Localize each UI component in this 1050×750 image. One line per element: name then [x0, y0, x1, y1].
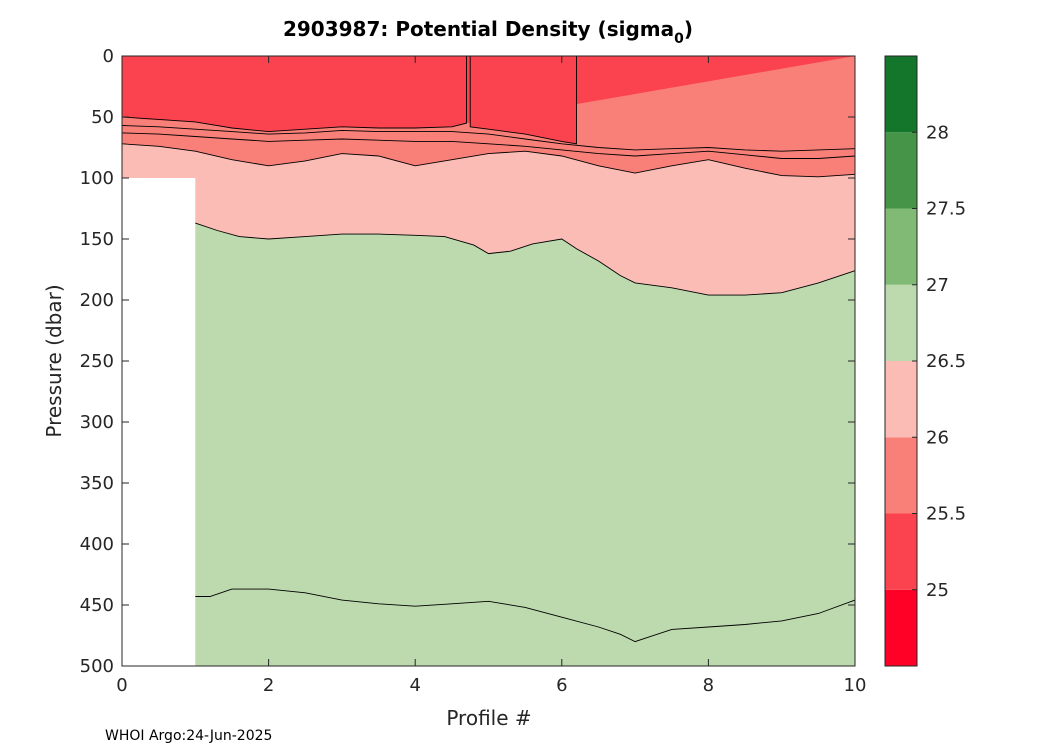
- y-tick-label-150: 150: [80, 229, 114, 250]
- contour-27-6: [195, 588, 856, 643]
- contour-26-3: [121, 132, 856, 159]
- y-tick-label-250: 250: [80, 351, 114, 372]
- contour-25.5-1: [469, 56, 577, 145]
- y-tick-label-100: 100: [80, 168, 114, 189]
- x-tick-label-8: 8: [703, 675, 714, 696]
- y-tick-label-300: 300: [80, 412, 114, 433]
- x-axis-label: Profile #: [446, 706, 531, 730]
- contour-27-5: [195, 222, 856, 296]
- x-tick-label-4: 4: [409, 675, 420, 696]
- y-tick-label-450: 450: [80, 595, 114, 616]
- colorbar-bin-25.5: [885, 437, 917, 514]
- colorbar-bin-25: [885, 513, 917, 590]
- x-tick-label-2: 2: [263, 675, 274, 696]
- density-layer-fills: [122, 56, 855, 666]
- contour-25.5-2: [121, 125, 856, 152]
- contour-25.5-0: [121, 56, 467, 133]
- no-data-region: [122, 178, 196, 666]
- colorbar-bin-27.5: [885, 132, 917, 209]
- colorbar-label-25.5: 25.5: [926, 504, 966, 525]
- footer-stamp: WHOI Argo:24-Jun-2025: [105, 728, 272, 744]
- colorbar: 25 25.5 26 26.5 27 27.5 28: [884, 55, 966, 667]
- chart-title: 2903987: Potential Density (sigma0): [283, 17, 693, 47]
- chart-title-subscript: 0: [674, 31, 684, 47]
- contour-26.5-4: [121, 143, 856, 178]
- y-tick-label-50: 50: [91, 107, 114, 128]
- chart-title-end: ): [684, 17, 693, 41]
- y-axis-label: Pressure (dbar): [42, 284, 66, 437]
- x-tick-label-6: 6: [556, 675, 567, 696]
- colorbar-bin-26.5: [885, 284, 917, 361]
- density-contour-lines: [121, 56, 856, 643]
- colorbar-bin-24.5: [885, 589, 917, 666]
- colorbar-label-26: 26: [926, 427, 949, 448]
- fill-band-25-25.5-patch-2: [470, 56, 577, 144]
- y-tick-label-0: 0: [103, 46, 114, 67]
- x-tick-label-0: 0: [116, 675, 127, 696]
- colorbar-label-27.5: 27.5: [926, 199, 966, 220]
- colorbar-label-28: 28: [926, 122, 949, 143]
- colorbar-bin-28: [885, 56, 917, 133]
- colorbar-label-27: 27: [926, 275, 949, 296]
- x-tick-label-10: 10: [844, 675, 867, 696]
- y-tick-label-500: 500: [80, 656, 114, 677]
- colorbar-bin-26: [885, 361, 917, 438]
- colorbar-label-25: 25: [926, 580, 949, 601]
- y-tick-label-400: 400: [80, 534, 114, 555]
- colorbar-label-26.5: 26.5: [926, 351, 966, 372]
- y-tick-label-350: 350: [80, 473, 114, 494]
- chart-title-main: 2903987: Potential Density (sigma: [283, 17, 674, 41]
- colorbar-bin-27: [885, 208, 917, 285]
- y-tick-label-200: 200: [80, 290, 114, 311]
